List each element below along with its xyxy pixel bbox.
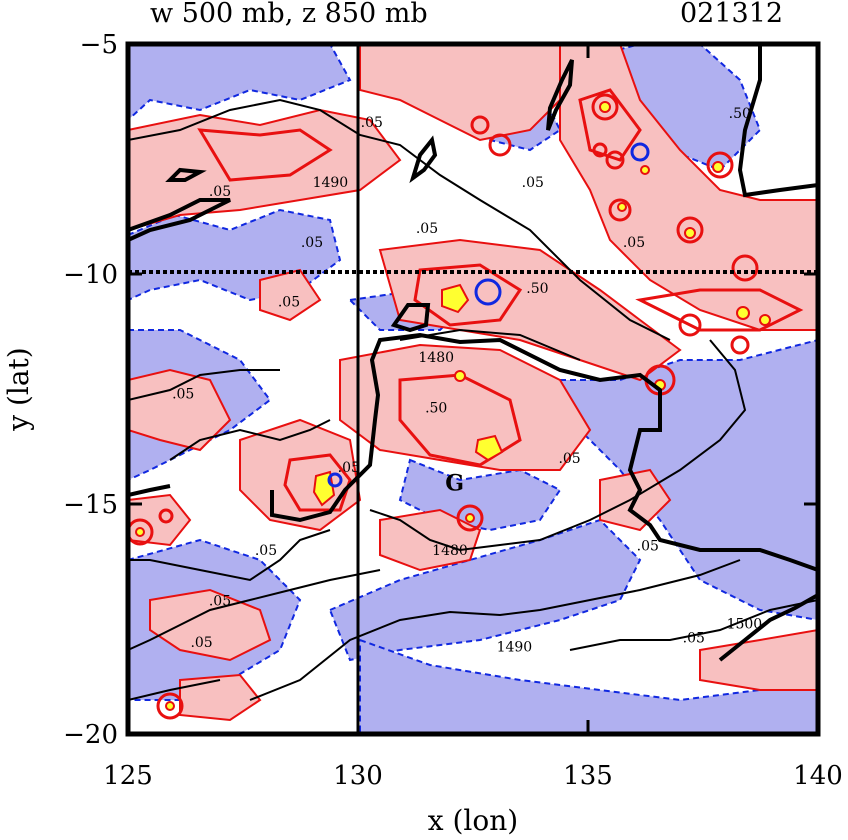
- w-contour-label: .05: [338, 460, 360, 476]
- w-contour-label: .05: [278, 295, 300, 311]
- x-tick-label: 130: [333, 761, 383, 791]
- w-contour-label: .05: [172, 387, 194, 403]
- w-contour-label: .05: [416, 221, 438, 237]
- w-contour-label: .05: [301, 235, 323, 251]
- w-contour-label: .05: [209, 594, 231, 610]
- y-tick-label: −5: [80, 30, 118, 60]
- w-contour-label: .05: [255, 543, 277, 559]
- w-contour-label: .50: [425, 400, 447, 416]
- w-contour-label: .50: [526, 281, 548, 297]
- y-tick-label: −15: [63, 490, 118, 520]
- w-contour-label: .05: [190, 635, 212, 651]
- w-contour-label: .05: [623, 235, 645, 251]
- w-contour-label: .05: [558, 451, 580, 467]
- z-contour-label: 1490: [497, 640, 533, 656]
- y-tick-label: −20: [63, 720, 118, 750]
- contour-labels: .05 .05 .05 .05 .05 .50 .05 .05 .05 .05 .50 .05 .05.…: [172, 106, 762, 656]
- axes: 125 130 135 140 −5 −10 −15 −20: [63, 30, 843, 791]
- z-contour-label: 1500: [727, 617, 763, 633]
- w-contour-label: .05: [522, 175, 544, 191]
- strong-updraft-cores: [135, 101, 771, 711]
- x-tick-label: 140: [793, 761, 843, 791]
- x-tick-label: 135: [563, 761, 613, 791]
- updraft-inner-contours: [128, 88, 804, 720]
- y-tick-label: −10: [63, 260, 118, 290]
- chart-title-left: w 500 mb, z 850 mb: [150, 0, 428, 29]
- x-tick-label: 125: [103, 761, 153, 791]
- w-contour-label: .05: [361, 115, 383, 131]
- plot-frame: [125, 41, 821, 737]
- x-axis-label: x (lon): [428, 804, 518, 837]
- w-contour-label: .05: [209, 184, 231, 200]
- w-contour-label: .05: [637, 538, 659, 554]
- coastline-contours: [128, 44, 818, 662]
- downdraft-core-contours: [327, 142, 650, 488]
- w-contour-label: .05: [683, 630, 705, 646]
- z-contour-label: 1480: [432, 543, 468, 559]
- z-contour-label: 1490: [313, 175, 349, 191]
- height-contours: [128, 98, 818, 701]
- chart-title-right: 021312: [680, 0, 784, 29]
- minimum-marker: G: [445, 471, 464, 497]
- z-contour-label: 1480: [418, 350, 454, 366]
- y-axis-label: y (lat): [2, 347, 35, 431]
- w-contour-label: .50: [729, 106, 751, 122]
